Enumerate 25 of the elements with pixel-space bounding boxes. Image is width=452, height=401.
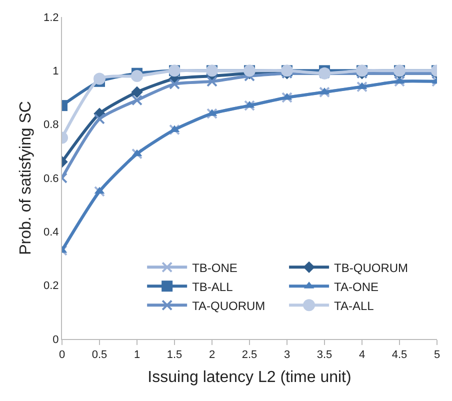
y-tick-label: 0.6	[44, 172, 59, 185]
x-tick-label: 4	[358, 349, 366, 362]
x-tick-label: 3	[284, 349, 290, 362]
y-tick-label: 1	[52, 66, 59, 78]
x-tick-label: 2.5	[242, 349, 258, 362]
legend-label: TB-QUORUM	[334, 260, 408, 275]
x-tick-label: 5	[434, 349, 440, 362]
legend-label: TA-ONE	[334, 280, 378, 294]
x-tick-label: 3.5	[316, 349, 332, 362]
y-tick-label: 0.4	[44, 226, 59, 239]
legend-label: TA-ALL	[334, 298, 374, 313]
x-tick-label: 4.5	[392, 349, 408, 362]
legend-label: TA-QUORUM	[192, 298, 266, 313]
x-tick-label: 0.5	[92, 349, 108, 362]
x-tick-label: 1.5	[166, 349, 182, 362]
y-tick-label: 0.2	[44, 280, 59, 292]
y-tick-label: 0	[52, 334, 59, 346]
legend-label: TB-ONE	[192, 260, 238, 275]
y-axis-title: Prob. of satisfying SC	[17, 101, 34, 255]
legend-label: TB-ALL	[192, 280, 234, 294]
x-axis-title: Issuing latency L2 (time unit)	[148, 368, 352, 386]
y-tick-label: 1.2	[44, 12, 59, 24]
x-tick-label: 1	[134, 349, 140, 362]
x-tick-label: 2	[208, 349, 216, 362]
y-tick-label: 0.8	[44, 119, 59, 132]
